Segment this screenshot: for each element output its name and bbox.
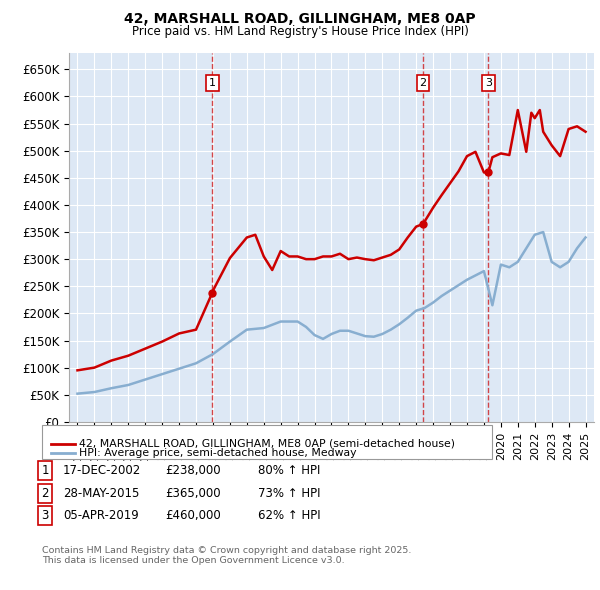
Text: Price paid vs. HM Land Registry's House Price Index (HPI): Price paid vs. HM Land Registry's House … xyxy=(131,25,469,38)
Text: £460,000: £460,000 xyxy=(165,509,221,522)
Text: 28-MAY-2015: 28-MAY-2015 xyxy=(63,487,139,500)
Text: 1: 1 xyxy=(209,78,216,88)
Text: HPI: Average price, semi-detached house, Medway: HPI: Average price, semi-detached house,… xyxy=(79,448,356,458)
Text: 73% ↑ HPI: 73% ↑ HPI xyxy=(258,487,320,500)
Text: 62% ↑ HPI: 62% ↑ HPI xyxy=(258,509,320,522)
Text: £238,000: £238,000 xyxy=(165,464,221,477)
Text: £365,000: £365,000 xyxy=(165,487,221,500)
Text: 17-DEC-2002: 17-DEC-2002 xyxy=(63,464,141,477)
Text: 42, MARSHALL ROAD, GILLINGHAM, ME8 0AP (semi-detached house): 42, MARSHALL ROAD, GILLINGHAM, ME8 0AP (… xyxy=(79,439,455,448)
Text: 80% ↑ HPI: 80% ↑ HPI xyxy=(258,464,320,477)
Text: 3: 3 xyxy=(485,78,492,88)
Text: 05-APR-2019: 05-APR-2019 xyxy=(63,509,139,522)
Text: 2: 2 xyxy=(419,78,427,88)
Text: Contains HM Land Registry data © Crown copyright and database right 2025.
This d: Contains HM Land Registry data © Crown c… xyxy=(42,546,412,565)
Text: 3: 3 xyxy=(41,509,49,522)
Text: 1: 1 xyxy=(41,464,49,477)
Text: 42, MARSHALL ROAD, GILLINGHAM, ME8 0AP: 42, MARSHALL ROAD, GILLINGHAM, ME8 0AP xyxy=(124,12,476,26)
Text: 2: 2 xyxy=(41,487,49,500)
